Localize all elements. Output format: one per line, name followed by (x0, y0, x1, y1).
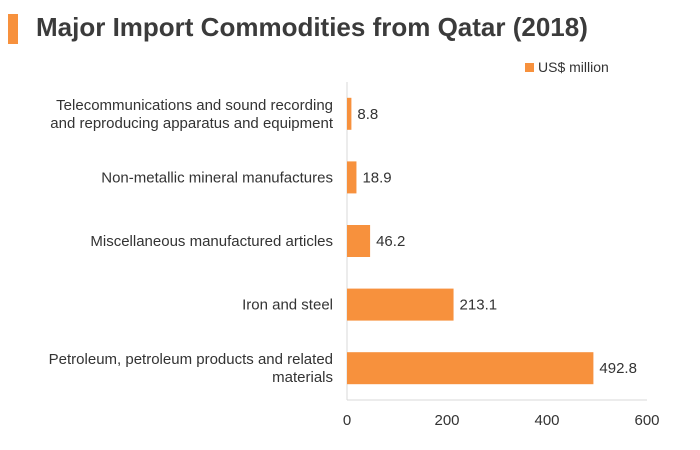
data-label: 8.8 (357, 106, 378, 123)
bar (347, 225, 371, 257)
page-title: Major Import Commodities from Qatar (201… (36, 12, 588, 42)
category-label: and reproducing apparatus and equipment (50, 115, 334, 132)
category-label: Miscellaneous manufactured articles (90, 233, 333, 250)
category-label: Iron and steel (242, 297, 333, 314)
title-accent-bar (8, 14, 18, 44)
category-label: Telecommunications and sound recording (56, 97, 333, 114)
category-label: Non-metallic mineral manufactures (101, 169, 333, 186)
x-tick-label: 400 (534, 412, 559, 429)
legend-label: US$ million (538, 59, 609, 75)
category-label: Petroleum, petroleum products and relate… (49, 351, 333, 368)
data-label: 18.9 (362, 169, 391, 186)
x-tick-label: 600 (634, 412, 659, 429)
legend-swatch (525, 63, 534, 72)
category-label: materials (272, 369, 333, 386)
bar (347, 352, 594, 385)
data-label: 213.1 (460, 297, 498, 314)
x-tick-label: 200 (434, 412, 459, 429)
bar (347, 288, 454, 321)
bar (347, 161, 357, 194)
data-label: 492.8 (599, 360, 637, 377)
data-label: 46.2 (376, 233, 405, 250)
x-tick-label: 0 (343, 412, 351, 429)
bar (347, 97, 352, 130)
